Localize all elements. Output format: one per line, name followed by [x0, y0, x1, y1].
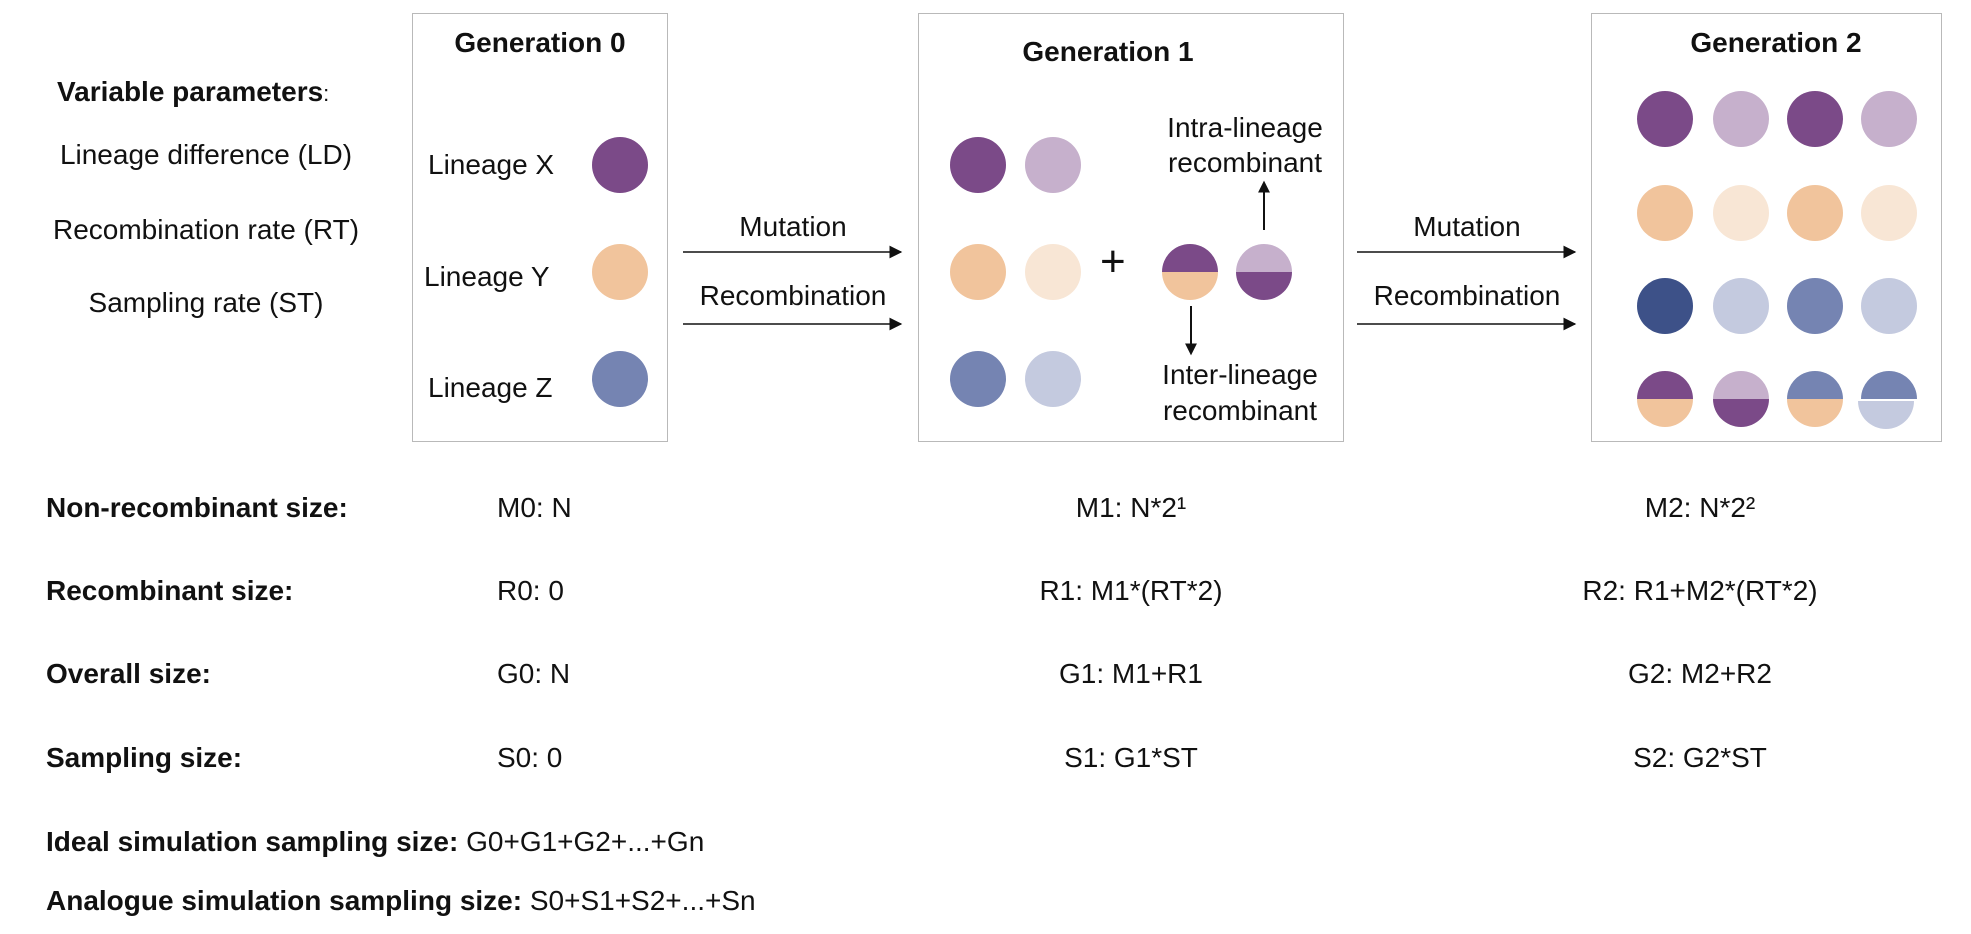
row-non-recombinant-g1: M1: N*2¹ — [1075, 492, 1187, 523]
gen2-r1-c1 — [1637, 91, 1693, 147]
mutation-label-1: Mutation — [739, 211, 847, 242]
gen2-recombinant-3 — [1787, 371, 1843, 427]
parameters-title-colon: : — [323, 81, 330, 106]
gen2-r2-c3 — [1787, 185, 1843, 241]
gen0-lineage-z-circle — [592, 351, 648, 407]
gen2-r3-c1 — [1637, 278, 1693, 334]
row-overall-g2: G2: M2+R2 — [1628, 658, 1772, 689]
gen2-r2-c4 — [1861, 185, 1917, 241]
param-sampling-rate: Sampling rate (ST) — [88, 287, 324, 318]
gen1-purple-light-circle — [1025, 137, 1081, 193]
ideal-sampling-size-value: G0+G1+G2+...+Gn — [466, 826, 705, 857]
gen2-recombinant-1 — [1637, 371, 1693, 427]
lineage-x-label: Lineage X — [428, 149, 555, 180]
row-label-recombinant: Recombinant size: — [46, 575, 294, 606]
row-non-recombinant-g2: M2: N*2² — [1644, 492, 1756, 523]
gen2-r3-c3 — [1787, 278, 1843, 334]
parameters-title-text: Variable parameters — [57, 76, 324, 107]
intra-lineage-label-line2: recombinant — [1167, 147, 1323, 178]
gen2-r3-c2 — [1713, 278, 1769, 334]
analogue-sampling-size-label: Analogue simulation sampling size: — [46, 885, 523, 916]
generation-0-title: Generation 0 — [454, 27, 626, 58]
row-label-non-recombinant: Non-recombinant size: — [46, 492, 348, 523]
gen1-blue-light-circle — [1025, 351, 1081, 407]
gen2-r2-c1 — [1637, 185, 1693, 241]
inter-lineage-label-line1: Inter-lineage — [1162, 359, 1318, 390]
analogue-sampling-size: Analogue simulation sampling size: S0+S1… — [46, 887, 756, 915]
inter-lineage-label-line2: recombinant — [1162, 395, 1318, 426]
gen1-blue-circle — [950, 351, 1006, 407]
param-recombination-rate: Recombination rate (RT) — [52, 214, 360, 245]
gen1-orange-light-circle — [1025, 244, 1081, 300]
gen1-intra-lineage-recombinant — [1236, 244, 1292, 300]
generation-2-title: Generation 2 — [1690, 27, 1862, 58]
gen2-r1-c3 — [1787, 91, 1843, 147]
recombination-label-1: Recombination — [699, 280, 887, 311]
row-sampling-g0: S0: 0 — [497, 742, 563, 773]
ideal-sampling-size-label: Ideal simulation sampling size: — [46, 826, 459, 857]
row-label-overall: Overall size: — [46, 658, 211, 689]
row-recombinant-g1: R1: M1*(RT*2) — [1039, 575, 1223, 606]
gen2-r1-c4 — [1861, 91, 1917, 147]
gen2-r3-c4 — [1861, 278, 1917, 334]
gen2-r2-c2 — [1713, 185, 1769, 241]
gen2-r1-c2 — [1713, 91, 1769, 147]
param-lineage-difference: Lineage difference (LD) — [59, 139, 353, 170]
analogue-sampling-size-value: S0+S1+S2+...+Sn — [529, 885, 756, 916]
generation-1-title: Generation 1 — [1022, 36, 1194, 67]
lineage-z-label: Lineage Z — [428, 372, 553, 403]
row-recombinant-g2: R2: R1+M2*(RT*2) — [1582, 575, 1818, 606]
gen1-orange-circle — [950, 244, 1006, 300]
row-overall-g1: G1: M1+R1 — [1059, 658, 1203, 689]
gen1-inter-lineage-recombinant — [1162, 244, 1218, 300]
row-sampling-g2: S2: G2*ST — [1633, 742, 1767, 773]
row-sampling-g1: S1: G1*ST — [1064, 742, 1198, 773]
recombination-label-2: Recombination — [1373, 280, 1561, 311]
ideal-sampling-size: Ideal simulation sampling size: G0+G1+G2… — [46, 828, 704, 856]
gen0-lineage-y-circle — [592, 244, 648, 300]
gen2-recombinant-4 — [1858, 371, 1917, 429]
parameters-title: Variable parameters: — [57, 78, 329, 106]
lineage-y-label: Lineage Y — [424, 261, 550, 292]
plus-sign: + — [1100, 237, 1126, 286]
mutation-label-2: Mutation — [1413, 211, 1521, 242]
row-overall-g0: G0: N — [497, 658, 571, 689]
gen1-purple-circle — [950, 137, 1006, 193]
row-recombinant-g0: R0: 0 — [497, 575, 564, 606]
intra-lineage-label-line1: Intra-lineage — [1167, 112, 1323, 143]
gen0-lineage-x-circle — [592, 137, 648, 193]
row-label-sampling: Sampling size: — [46, 742, 243, 773]
row-non-recombinant-g0: M0: N — [497, 492, 572, 523]
gen2-recombinant-2 — [1713, 371, 1769, 427]
